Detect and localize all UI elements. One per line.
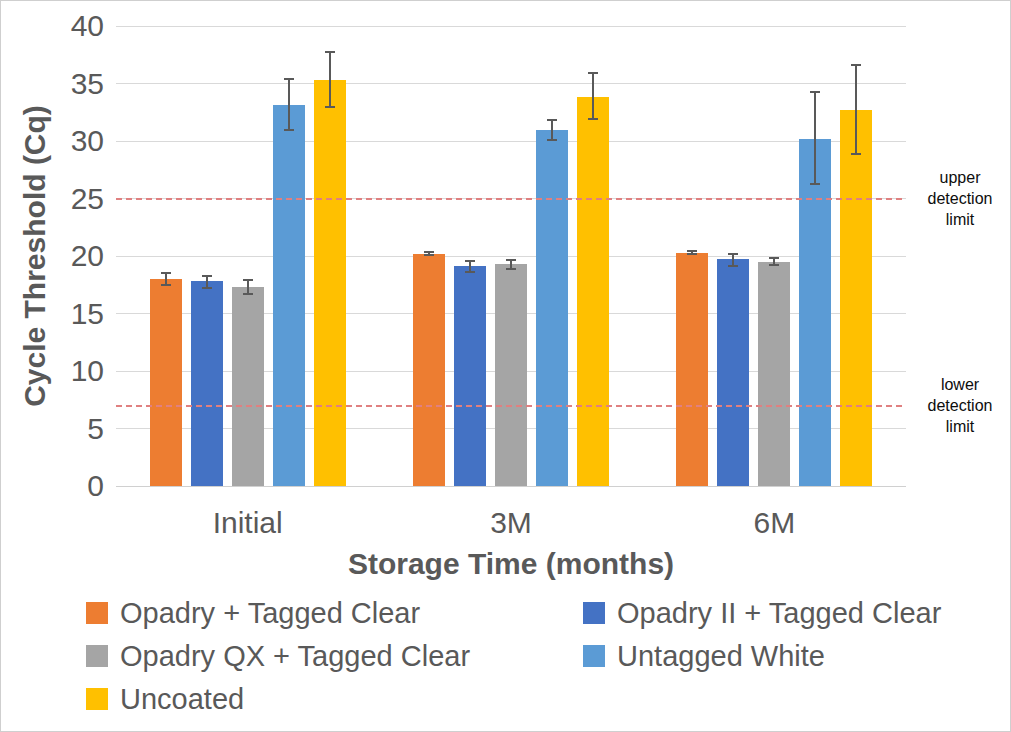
error-bar-cap — [588, 72, 598, 74]
y-tick-label: 20 — [1, 239, 104, 273]
bar — [676, 253, 708, 486]
bar — [536, 130, 568, 487]
error-bar — [288, 79, 290, 130]
y-axis-title: Cycle Threshold (Cq) — [18, 105, 52, 407]
error-bar-cap — [547, 139, 557, 141]
error-bar-cap — [284, 129, 294, 131]
legend-item-label: Opadry + Tagged Clear — [120, 598, 420, 628]
bar — [577, 97, 609, 486]
bar-chart-figure: 0 5 10 15 20 25 30 35 40 Initial 3M 6M upperdetectio… — [0, 0, 1011, 732]
bar — [840, 110, 872, 486]
x-tick-label: 3M — [401, 506, 621, 540]
error-bar-cap — [769, 257, 779, 259]
bar — [314, 80, 346, 486]
legend-item: Opadry QX + Tagged Clear — [86, 641, 583, 671]
y-tick-label: 5 — [1, 412, 104, 446]
x-tick-label: Initial — [138, 506, 358, 540]
y-tick-label: 40 — [1, 9, 104, 43]
x-axis-title: Storage Time (months) — [116, 547, 906, 581]
error-bar-cap — [243, 293, 253, 295]
error-bar-cap — [506, 268, 516, 270]
bar — [273, 105, 305, 486]
error-bar — [814, 92, 816, 184]
error-bar-cap — [424, 251, 434, 253]
error-bar-cap — [810, 183, 820, 185]
legend-swatch — [86, 688, 108, 710]
x-tick-label: 6M — [664, 506, 884, 540]
error-bar-cap — [161, 284, 171, 286]
gridline — [116, 141, 906, 142]
error-bar-cap — [547, 119, 557, 121]
error-bar-cap — [506, 259, 516, 261]
gridline — [116, 256, 906, 257]
legend-item: Opadry + Tagged Clear — [86, 598, 583, 628]
reference-line — [116, 198, 906, 200]
gridline — [116, 83, 906, 84]
error-bar-cap — [161, 272, 171, 274]
y-tick-label: 0 — [1, 469, 104, 503]
bar — [413, 254, 445, 486]
bar — [758, 262, 790, 486]
y-tick-label: 35 — [1, 67, 104, 101]
bar — [717, 259, 749, 486]
error-bar-cap — [769, 264, 779, 266]
y-tick-label: 30 — [1, 124, 104, 158]
legend: Opadry + Tagged Clear Opadry II + Tagged … — [86, 598, 941, 714]
error-bar-cap — [465, 271, 475, 273]
error-bar — [855, 65, 857, 154]
legend-swatch — [86, 602, 108, 624]
y-tick-label: 25 — [1, 182, 104, 216]
error-bar-cap — [424, 254, 434, 256]
legend-swatch — [583, 602, 605, 624]
reference-line — [116, 405, 906, 407]
bar — [799, 139, 831, 486]
reference-line-label: lowerdetectionlimit — [910, 374, 1010, 437]
legend-item: Untagged White — [583, 641, 941, 671]
error-bar-cap — [465, 260, 475, 262]
bar — [191, 281, 223, 486]
y-tick-label: 10 — [1, 354, 104, 388]
error-bar — [592, 73, 594, 119]
reference-line-label: upperdetectionlimit — [910, 167, 1010, 230]
legend-item: Uncoated — [86, 684, 583, 714]
bar — [150, 279, 182, 486]
error-bar-cap — [728, 253, 738, 255]
legend-item-label: Opadry II + Tagged Clear — [617, 598, 941, 628]
error-bar-cap — [728, 265, 738, 267]
gridline — [116, 26, 906, 27]
legend-swatch — [86, 645, 108, 667]
error-bar — [551, 120, 553, 140]
bar — [454, 266, 486, 486]
error-bar-cap — [687, 253, 697, 255]
legend-item-label: Opadry QX + Tagged Clear — [120, 641, 470, 671]
error-bar — [247, 280, 249, 294]
error-bar-cap — [284, 78, 294, 80]
legend-swatch — [583, 645, 605, 667]
error-bar-cap — [243, 279, 253, 281]
error-bar-cap — [202, 287, 212, 289]
error-bar-cap — [851, 64, 861, 66]
error-bar-cap — [202, 275, 212, 277]
y-tick-label: 15 — [1, 297, 104, 331]
bar — [495, 264, 527, 486]
error-bar-cap — [851, 153, 861, 155]
error-bar-cap — [810, 91, 820, 93]
legend-item-label: Untagged White — [617, 641, 825, 671]
error-bar-cap — [325, 106, 335, 108]
legend-item: Opadry II + Tagged Clear — [583, 598, 941, 628]
bar — [232, 287, 264, 486]
error-bar-cap — [588, 118, 598, 120]
error-bar — [329, 52, 331, 106]
legend-item-label: Uncoated — [120, 684, 244, 714]
error-bar-cap — [325, 51, 335, 53]
